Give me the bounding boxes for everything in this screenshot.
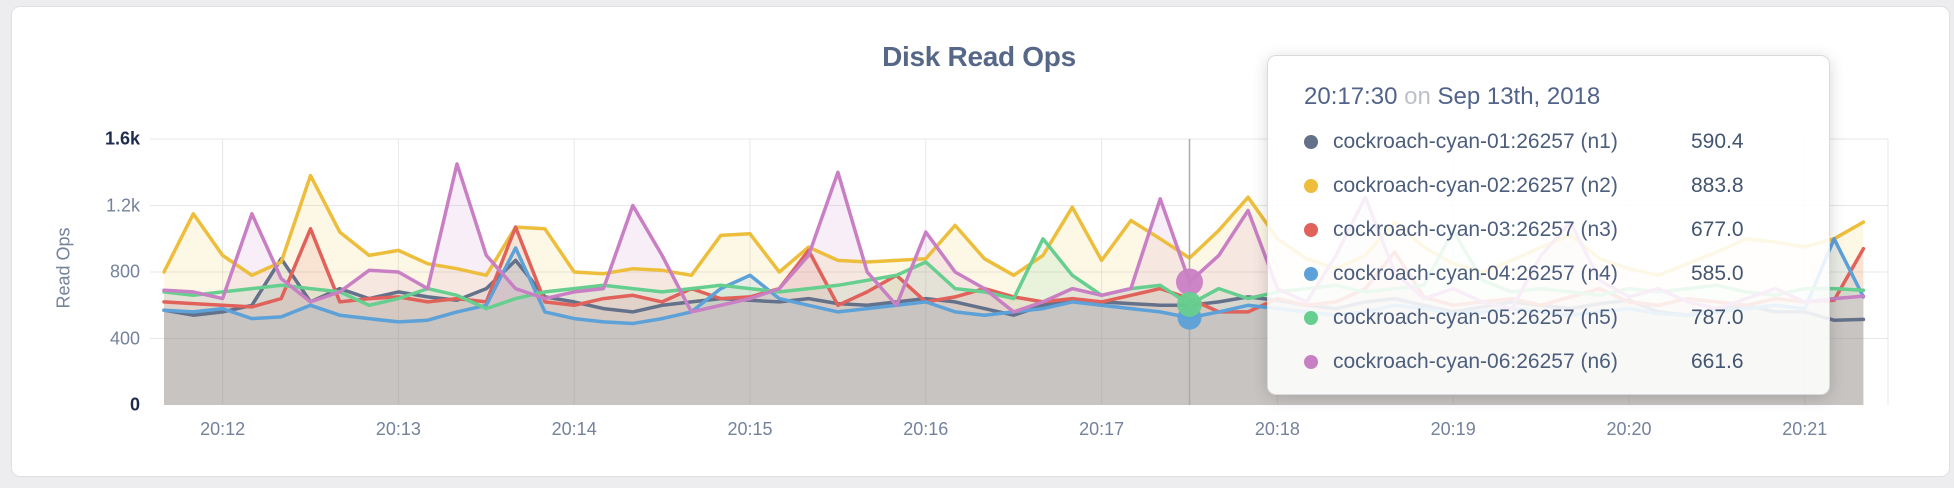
series-value: 661.6 (1691, 350, 1744, 373)
series-name: cockroach-cyan-05:26257 (n5) (1333, 306, 1618, 329)
x-tick-label: 20:12 (200, 419, 246, 439)
y-tick-label: 1.6k (104, 128, 140, 149)
x-tick-label: 20:20 (1606, 419, 1652, 439)
tooltip-series-row: cockroach-cyan-06:26257 (n6) 661.6 (1304, 340, 1799, 384)
series-value: 585.0 (1691, 262, 1744, 285)
y-tick-label: 1.2k (105, 195, 140, 215)
series-color-dot (1304, 223, 1318, 237)
series-name: cockroach-cyan-02:26257 (n2) (1333, 174, 1618, 197)
series-color-dot (1304, 179, 1318, 193)
series-value: 677.0 (1691, 218, 1744, 241)
hover-dot-n5 (1177, 291, 1202, 317)
tooltip-series-row: cockroach-cyan-02:26257 (n2) 883.8 (1304, 164, 1799, 208)
tooltip-series-row: cockroach-cyan-04:26257 (n4) 585.0 (1304, 252, 1799, 296)
y-tick-label: 800 (109, 261, 140, 282)
y-tick-label: 400 (109, 328, 140, 348)
x-tick-label: 20:19 (1430, 419, 1476, 439)
tooltip-series-row: cockroach-cyan-03:26257 (n3) 677.0 (1304, 208, 1799, 252)
tooltip-series-row: cockroach-cyan-01:26257 (n1) 590.4 (1304, 120, 1799, 164)
x-tick-label: 20:14 (551, 419, 597, 439)
series-value: 787.0 (1691, 306, 1744, 329)
tooltip-on-word: on (1404, 83, 1431, 110)
series-value: 590.4 (1691, 130, 1744, 153)
x-tick-label: 20:13 (375, 419, 421, 439)
series-color-dot (1304, 267, 1318, 281)
x-tick-label: 20:21 (1782, 419, 1828, 439)
series-name: cockroach-cyan-03:26257 (n3) (1333, 218, 1618, 241)
hover-tooltip: 20:17:30 on Sep 13th, 2018 cockroach-cya… (1267, 55, 1830, 395)
tooltip-header: 20:17:30 on Sep 13th, 2018 (1304, 82, 1799, 112)
series-name: cockroach-cyan-04:26257 (n4) (1333, 262, 1618, 285)
series-name: cockroach-cyan-06:26257 (n6) (1333, 350, 1618, 373)
series-color-dot (1304, 355, 1318, 369)
x-tick-label: 20:17 (1079, 419, 1125, 439)
series-color-dot (1304, 135, 1318, 149)
tooltip-series-row: cockroach-cyan-05:26257 (n5) 787.0 (1304, 296, 1799, 340)
series-color-dot (1304, 311, 1318, 325)
x-tick-label: 20:15 (727, 419, 773, 439)
series-value: 883.8 (1691, 174, 1744, 197)
y-tick-label: 0 (129, 394, 140, 415)
chart-title: Disk Read Ops (882, 41, 1076, 72)
tooltip-series-list: cockroach-cyan-01:26257 (n1) 590.4 cockr… (1304, 120, 1799, 384)
series-name: cockroach-cyan-01:26257 (n1) (1333, 130, 1618, 153)
tooltip-date: Sep 13th, 2018 (1437, 83, 1601, 110)
tooltip-time: 20:17:30 (1304, 83, 1398, 110)
hover-dot-n6 (1176, 268, 1203, 296)
x-tick-label: 20:16 (903, 419, 949, 439)
x-tick-label: 20:18 (1254, 419, 1300, 439)
